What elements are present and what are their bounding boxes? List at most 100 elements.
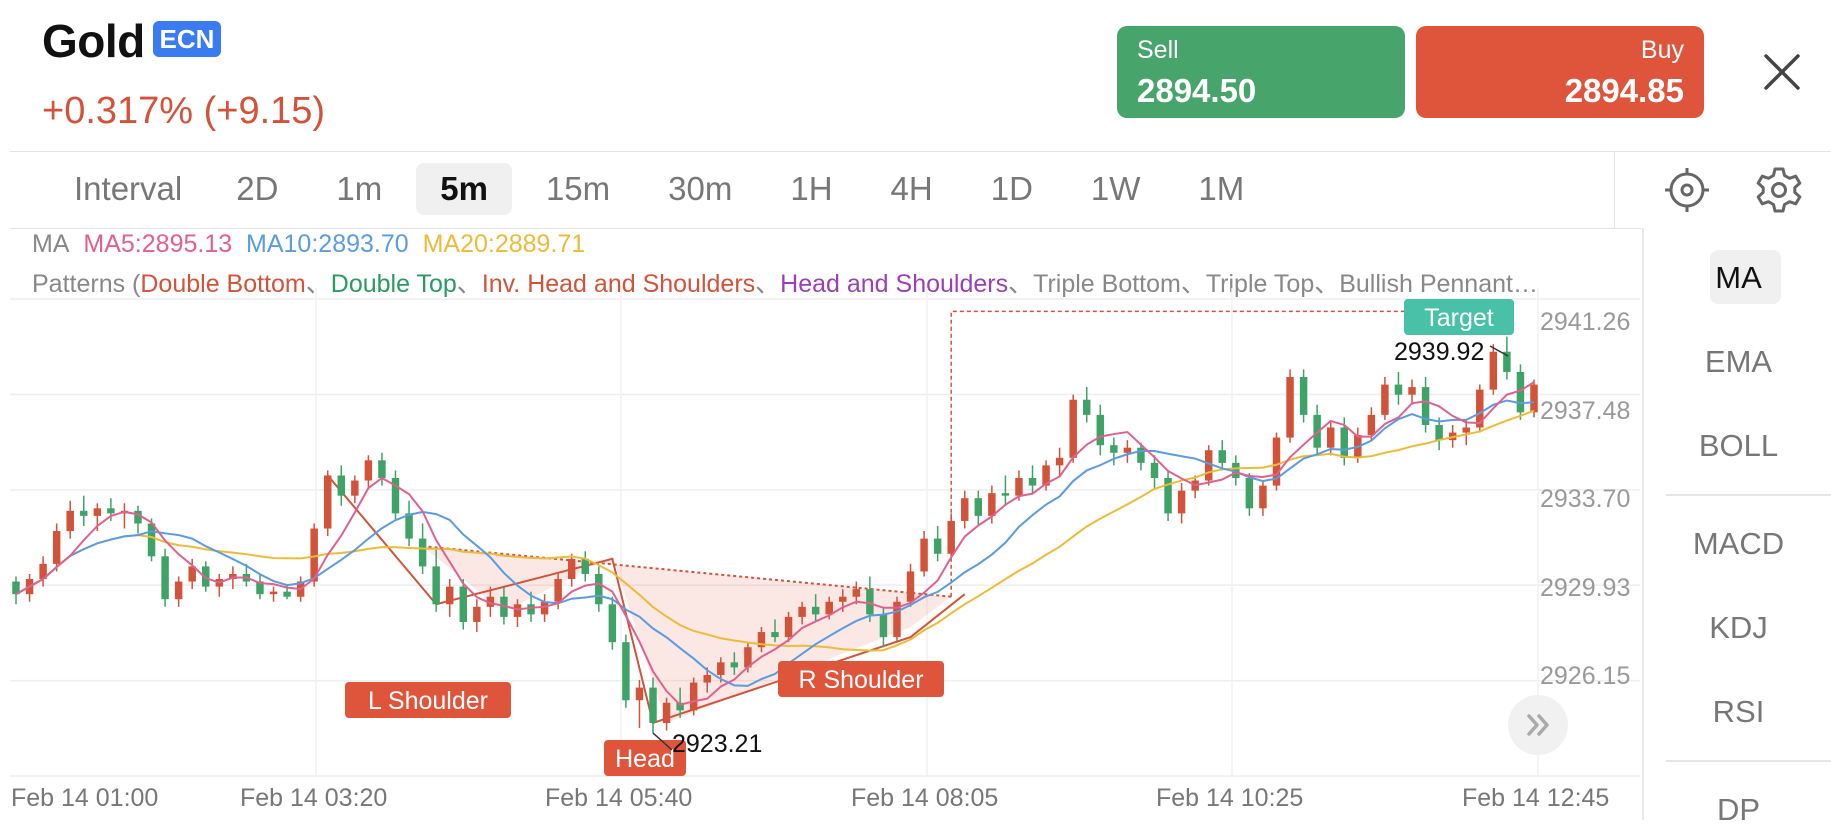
scroll-latest-button[interactable] [1508, 695, 1568, 755]
candle-body [1245, 478, 1254, 509]
candle-body [1096, 414, 1105, 446]
candle-body [174, 581, 183, 600]
candle-body [1055, 457, 1064, 466]
candle-body [1110, 445, 1118, 453]
tab-4h[interactable]: 4H [890, 170, 933, 207]
candle-body [866, 589, 874, 615]
candle-body [324, 475, 332, 529]
candle-body [52, 531, 61, 564]
candle-body [1421, 387, 1430, 425]
candle-body [1272, 437, 1281, 486]
tab-1d[interactable]: 1D [990, 170, 1033, 207]
head-label: Head [604, 740, 686, 776]
tab-1mo[interactable]: 1M [1198, 170, 1245, 207]
candle-body [486, 596, 495, 607]
moving-average-lines [15, 381, 1535, 706]
tab-1m[interactable]: 1m [336, 170, 383, 207]
candle-body [920, 538, 928, 572]
ma20-value: MA20:2889.71 [422, 230, 586, 258]
patterns-legend[interactable]: Patterns (Double Bottom、Double Top、Inv. … [32, 264, 1538, 300]
sidebar-item-ema[interactable]: EMA [1704, 344, 1773, 379]
target-leader [1489, 345, 1509, 357]
sidebar-item-kdj[interactable]: KDJ [1709, 610, 1768, 645]
sidebar-item-rsi[interactable]: RSI [1712, 694, 1765, 729]
sell-button[interactable]: Sell 2894.50 [1117, 26, 1405, 118]
chart-top-divider [10, 228, 1641, 229]
sidebar-item-boll[interactable]: BOLL [1698, 428, 1779, 463]
ma5-line [15, 381, 1535, 706]
crosshair-target-icon[interactable] [1664, 167, 1710, 218]
tab-15m[interactable]: 15m [545, 170, 611, 207]
ma10-line [15, 399, 1535, 687]
tab-1h[interactable]: 1H [790, 170, 833, 207]
candle-body [1204, 450, 1213, 481]
buy-price: 2894.85 [1564, 72, 1684, 109]
candle-body [107, 508, 115, 514]
candle-body [473, 606, 481, 622]
candle-body [567, 558, 576, 580]
candle-body [1069, 399, 1077, 458]
candle-body [649, 687, 657, 723]
pattern-sep: 、 [305, 270, 331, 298]
candle-body [229, 573, 237, 580]
candle-body [608, 604, 617, 643]
tab-2d[interactable]: 2D [236, 170, 279, 207]
candle-body [1394, 384, 1403, 395]
candle-body [1340, 427, 1348, 458]
tab-1w[interactable]: 1W [1090, 170, 1141, 207]
right-shoulder-label: R Shoulder [778, 661, 944, 697]
candle-body [893, 601, 901, 638]
candle-body [1083, 399, 1091, 415]
indicator-sidebar: MA EMA BOLL MACD KDJ RSI DP [1642, 228, 1831, 827]
candle-body [405, 513, 413, 539]
buy-button[interactable]: Buy 2894.85 [1416, 26, 1704, 118]
price-axis-label: 2929.93 [1540, 574, 1631, 602]
instrument-title: Gold [42, 15, 145, 67]
candle-body [988, 493, 996, 516]
candle-body [80, 510, 88, 516]
price-chart[interactable]: L Shoulder R Shoulder Head Target 2923.21 293… [0, 228, 1641, 820]
candle-body [1326, 427, 1335, 448]
candle-body [269, 591, 278, 595]
candle-body [635, 687, 644, 701]
sidebar-item-macd[interactable]: MACD [1692, 526, 1785, 561]
candle-body [676, 702, 684, 711]
sidebar-item-dp[interactable]: DP [1716, 792, 1761, 827]
pattern-zigzag [326, 474, 966, 725]
time-axis-label: Feb 14 03:20 [240, 784, 388, 812]
tab-30m[interactable]: 30m [668, 170, 733, 207]
buy-label: Buy [1640, 36, 1684, 64]
candle-body [93, 508, 102, 516]
sidebar-divider [1666, 760, 1831, 762]
low-leader [652, 732, 673, 751]
left-shoulder-label: L Shoulder [345, 682, 511, 718]
candle-body [459, 586, 467, 622]
candle-body [202, 566, 210, 587]
candle-body [418, 538, 427, 567]
gear-icon[interactable] [1755, 166, 1803, 219]
candle-body [1218, 450, 1226, 463]
time-axis-label: Feb 14 08:05 [851, 784, 999, 812]
interval-label: Interval [74, 170, 183, 207]
patterns-rest: 、Triple Bottom、Triple Top、Bullish Pennan… [1008, 270, 1538, 298]
target-label: Target [1404, 299, 1514, 335]
candle-body [1367, 414, 1376, 436]
target-label-bg [1404, 299, 1514, 335]
candle-body [757, 632, 766, 648]
candle-body [595, 573, 603, 605]
ma-legend-title: MA [32, 230, 70, 258]
candle-body [662, 702, 671, 723]
tab-5m[interactable]: 5m [416, 163, 512, 215]
close-icon[interactable] [1762, 52, 1802, 92]
candle-body [351, 480, 359, 496]
candle-body [134, 510, 142, 524]
candle-body [432, 566, 440, 605]
candle-body [947, 520, 955, 554]
candle-body [581, 558, 589, 574]
candle-body [1408, 387, 1416, 395]
candle-body [1177, 490, 1186, 514]
sidebar-item-ma[interactable]: MA [1715, 260, 1762, 295]
candle-body [283, 591, 291, 597]
candle-body [974, 498, 983, 516]
pattern-inv-head-shoulders: Inv. Head and Shoulders [481, 270, 756, 298]
